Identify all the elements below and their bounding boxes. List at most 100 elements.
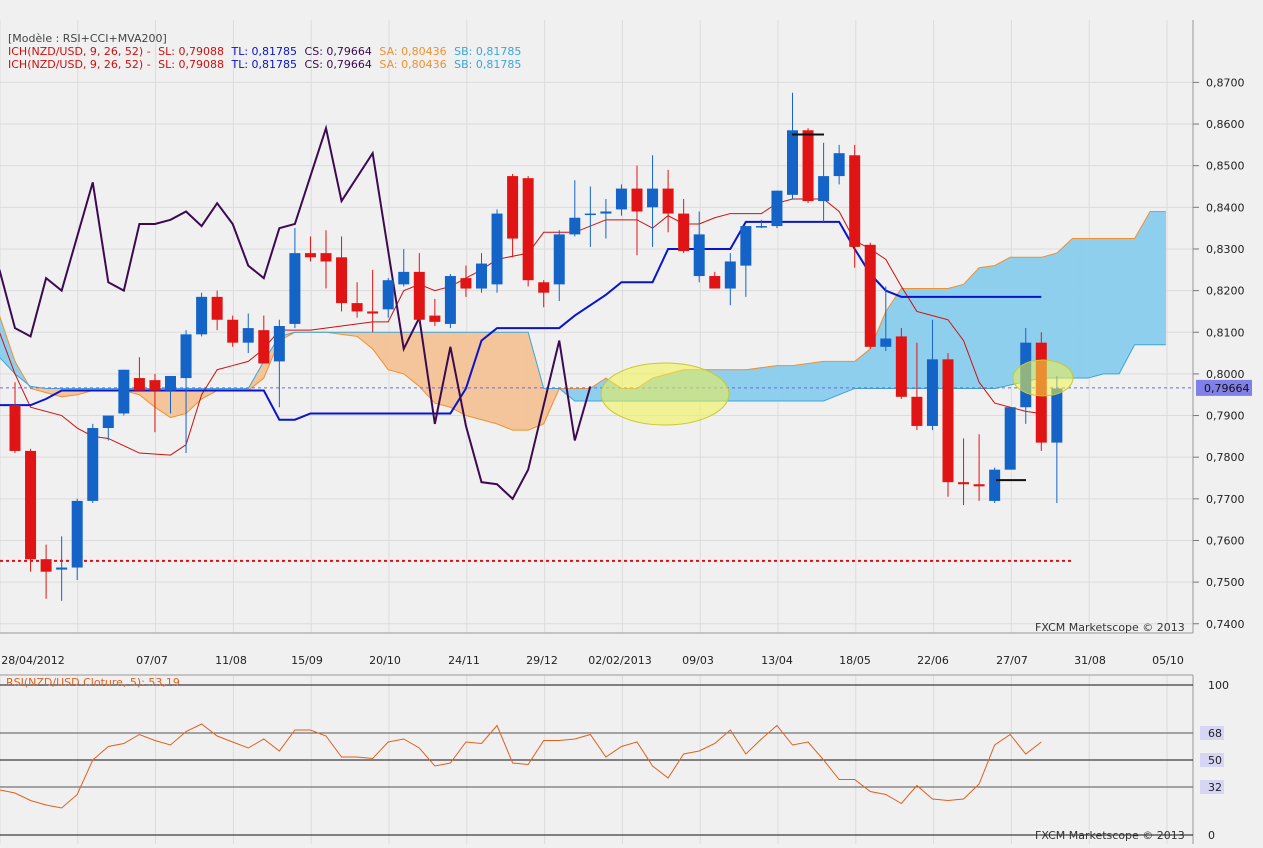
- cloud-segment: [986, 265, 992, 389]
- cloud-segment: [411, 331, 416, 384]
- cloud-segment: [1126, 238, 1132, 360]
- rsi-title: RSI(NZD/USD.Cloture, 5): 53,19: [6, 676, 180, 689]
- cloud-segment: [523, 331, 529, 431]
- y-tick-label: 0,7800: [1206, 451, 1245, 464]
- cloud-segment: [1122, 238, 1128, 367]
- ichimoku-legend-1: ICH(NZD/USD, 9, 26, 52) - SL: 0,79088 TL…: [8, 45, 522, 58]
- y-tick-label: 0,8300: [1206, 243, 1245, 256]
- cloud-segment: [799, 363, 805, 402]
- y-tick-label: 0,7700: [1206, 493, 1245, 506]
- cloud-segment: [1087, 238, 1093, 379]
- cloud-segment: [834, 361, 840, 397]
- candle-body: [615, 188, 627, 210]
- cloud-segment: [967, 275, 972, 389]
- candle-body: [273, 326, 285, 362]
- cloud-segment: [850, 361, 856, 391]
- cloud-segment: [508, 331, 513, 431]
- cloud-segment: [430, 331, 436, 404]
- cloud-segment: [177, 388, 183, 416]
- cloud-segment: [1091, 238, 1097, 378]
- cloud-segment: [1048, 253, 1054, 379]
- cloud-segment: [920, 288, 925, 389]
- current-price-badge: [1196, 379, 1252, 396]
- x-tick-label: 18/05: [839, 654, 871, 667]
- candle-body: [880, 338, 892, 347]
- candle-body: [724, 261, 736, 289]
- candle-body: [367, 311, 379, 314]
- rsi-line: [0, 723, 1042, 809]
- rsi-level-badge: [1200, 753, 1224, 767]
- cloud-segment: [764, 366, 770, 402]
- y-tick-label: 0,8100: [1206, 326, 1245, 339]
- candle-body: [911, 396, 923, 426]
- senkou-a-line: [0, 210, 1166, 431]
- cloud-segment: [1002, 258, 1007, 388]
- x-tick-label: 31/08: [1074, 654, 1106, 667]
- cloud-segment: [473, 331, 478, 420]
- cloud-segment: [978, 266, 984, 389]
- cloud-segment: [496, 331, 502, 426]
- candle-body: [9, 405, 21, 451]
- cloud-segment: [858, 354, 863, 389]
- candle-body: [165, 375, 176, 391]
- cloud-segment: [1079, 238, 1085, 379]
- candle-body: [631, 188, 643, 212]
- cloud-segment: [485, 331, 490, 423]
- cloud-segment: [761, 366, 766, 402]
- cloud-segment: [403, 331, 408, 378]
- cloud-segment: [745, 368, 751, 402]
- cloud-segment: [768, 365, 774, 402]
- candle-body: [522, 178, 534, 281]
- candle-body: [678, 213, 690, 252]
- cloud-segment: [807, 362, 813, 402]
- cloud-segment: [819, 361, 824, 402]
- cloud-segment: [162, 388, 167, 416]
- cloud-segment: [1157, 211, 1163, 346]
- y-tick-label: 0,8400: [1206, 201, 1245, 214]
- candle-body: [398, 271, 410, 285]
- candle-body: [242, 328, 254, 343]
- cloud-segment: [1064, 241, 1069, 379]
- cloud-segment: [982, 266, 988, 389]
- x-tick-label: 20/10: [369, 654, 401, 667]
- cloud-segment: [803, 363, 809, 402]
- x-tick-label: 15/09: [291, 654, 323, 667]
- candle-body: [693, 234, 705, 277]
- cloud-segment: [772, 365, 778, 402]
- x-tick-label: 13/04: [761, 654, 793, 667]
- y-tick-label: 0,7600: [1206, 534, 1245, 547]
- cloud-segment: [994, 263, 999, 389]
- y-tick-label: 0,8600: [1206, 118, 1245, 131]
- cloud-segment: [729, 369, 735, 402]
- candle-body: [87, 428, 99, 501]
- cloud-segment: [1060, 245, 1065, 379]
- x-tick-label: 11/08: [215, 654, 247, 667]
- candle-body: [553, 234, 565, 285]
- candle-body: [444, 276, 456, 324]
- candle-body: [133, 378, 145, 391]
- candle-body: [818, 176, 830, 202]
- cloud-segment: [1103, 238, 1108, 375]
- y-tick-label: 0,8700: [1206, 76, 1245, 89]
- x-tick-label: 05/10: [1152, 654, 1184, 667]
- cloud-segment: [465, 331, 471, 417]
- cloud-segment: [1006, 256, 1011, 387]
- highlight-ellipse: [1012, 359, 1074, 397]
- candle-body: [538, 282, 550, 293]
- cloud-segment: [780, 365, 786, 402]
- x-tick-label: 22/06: [917, 654, 949, 667]
- cloud-segment: [446, 331, 451, 408]
- cloud-segment: [516, 331, 521, 431]
- candle-body: [864, 244, 876, 347]
- candle-body: [460, 278, 472, 289]
- cloud-segment: [1052, 252, 1058, 379]
- rsi-tick-label: 68: [1208, 727, 1222, 740]
- cloud-segment: [854, 357, 859, 389]
- cloud-segment: [862, 351, 867, 389]
- candle-body: [320, 253, 332, 262]
- candle-body: [1004, 407, 1016, 470]
- y-tick-label: 0,8500: [1206, 160, 1245, 173]
- cloud-segment: [1118, 238, 1124, 375]
- candle-body: [507, 176, 519, 239]
